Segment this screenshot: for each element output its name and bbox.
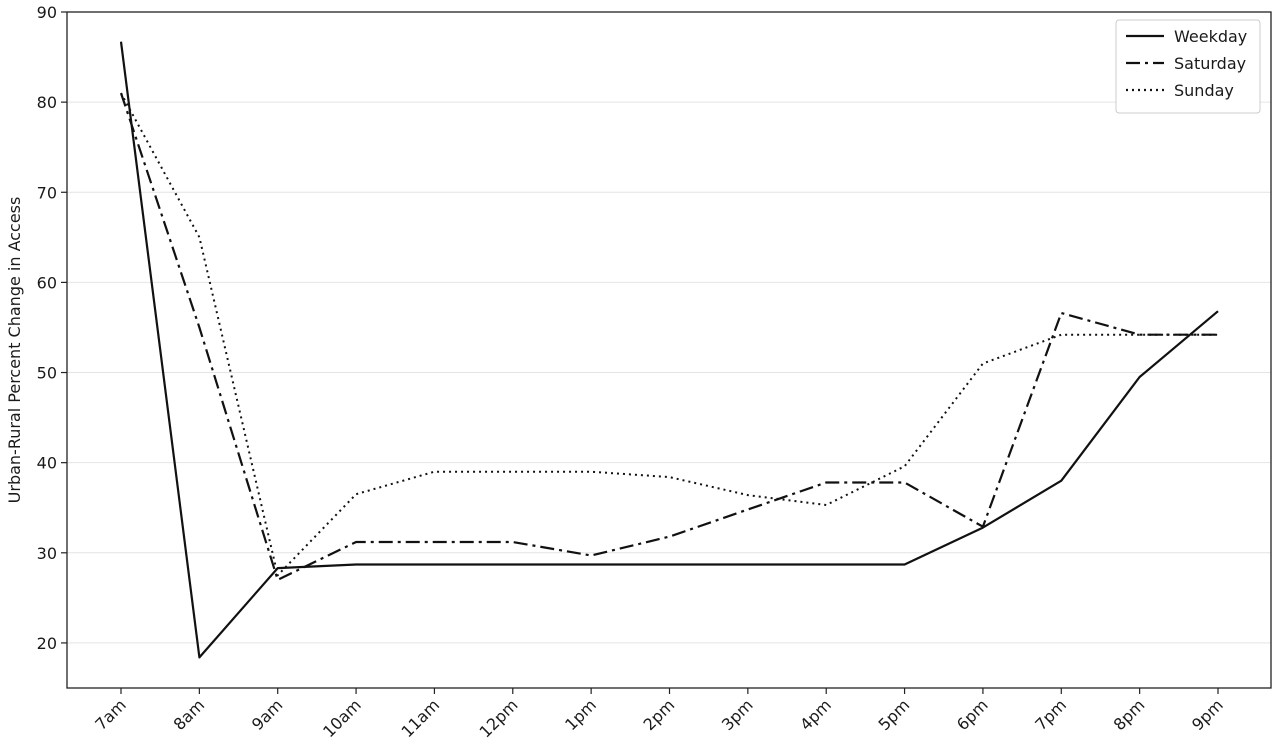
- x-tick-label: 10am: [319, 695, 365, 741]
- series-layer: [119, 41, 1219, 659]
- x-tick-label: 1pm: [561, 695, 600, 734]
- series-line-sunday: [120, 92, 1218, 577]
- x-tick-label: 9pm: [1188, 695, 1227, 734]
- grid-layer: [67, 101, 1271, 644]
- y-tick-label: 80: [37, 93, 57, 112]
- y-axis-title: Urban-Rural Percent Change in Access: [5, 197, 24, 504]
- series-line-saturday: [119, 92, 1218, 581]
- x-tick-label: 8pm: [1110, 695, 1149, 734]
- y-tick-label: 60: [37, 273, 57, 292]
- x-tick-label: 7am: [91, 695, 130, 734]
- x-tick-label: 8am: [170, 695, 209, 734]
- x-tick-label: 11am: [397, 695, 443, 741]
- x-tick-label: 4pm: [796, 695, 835, 734]
- y-tick-label: 90: [37, 3, 57, 22]
- y-tick-label: 40: [37, 454, 57, 473]
- x-tick-label: 6pm: [953, 695, 992, 734]
- x-tick-label: 3pm: [718, 695, 757, 734]
- legend-label-sunday: Sunday: [1174, 81, 1234, 100]
- x-tick-label: 5pm: [875, 695, 914, 734]
- legend-label-weekday: Weekday: [1174, 27, 1247, 46]
- plot-frame: [66, 11, 1272, 689]
- y-tick-label: 50: [37, 364, 57, 383]
- legend: Weekday Saturday Sunday: [1115, 19, 1261, 114]
- series-line-weekday: [119, 41, 1219, 659]
- y-tick-label: 30: [37, 544, 57, 563]
- y-tick-label: 70: [37, 183, 57, 202]
- x-tick-label: 7pm: [1031, 695, 1070, 734]
- x-tick-label: 12pm: [476, 695, 522, 741]
- x-tick-label: 9am: [248, 695, 287, 734]
- x-tick-label: 2pm: [639, 695, 678, 734]
- legend-label-saturday: Saturday: [1174, 54, 1246, 73]
- y-tick-label: 20: [37, 634, 57, 653]
